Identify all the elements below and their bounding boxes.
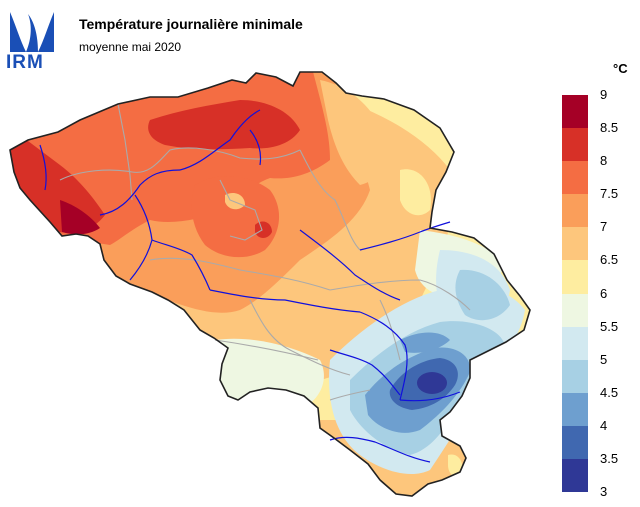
color-legend [562,95,588,493]
logo-text: IRM [6,52,44,73]
legend-tick-label: 5.5 [600,318,619,334]
legend-swatch [562,194,588,228]
legend-tick-label: 6.5 [600,252,619,268]
legend-tick-label: 3.5 [600,450,619,466]
legend-tick-label: 4.5 [600,384,619,400]
legend-tick-label: 3 [600,484,608,499]
legend-tick-label: 7 [600,219,608,235]
legend-unit: °C [613,61,628,76]
legend-swatch [562,458,588,493]
legend-tick-label: 9 [600,87,608,102]
legend-swatch [562,359,588,394]
map-subtitle: moyenne mai 2020 [79,40,182,54]
legend-swatch [562,227,588,261]
temperature-field [10,72,530,496]
legend-swatch [562,95,588,129]
legend-swatch [562,392,588,427]
legend-swatch [562,293,588,328]
legend-tick-label: 4 [600,417,608,433]
legend-swatch [562,326,588,361]
legend-tick-label: 7.5 [600,186,619,202]
irm-logo [8,10,56,54]
rivers [39,109,461,463]
legend-tick-label: 8.5 [600,120,619,136]
province-borders [59,103,471,401]
legend-swatch [562,128,588,162]
legend-swatch [562,260,588,294]
legend-tick-label: 6 [600,285,608,301]
legend-tick-label: 8 [600,153,608,169]
legend-swatch [562,161,588,195]
legend-swatch [562,425,588,460]
map-title: Température journalière minimale [79,16,303,32]
legend-tick-label: 5 [600,351,608,367]
